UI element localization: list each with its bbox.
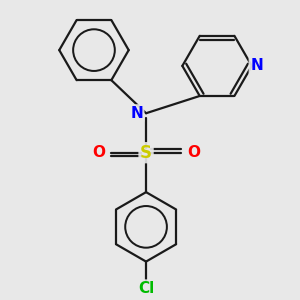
Text: N: N [130,106,143,121]
Text: N: N [250,58,263,74]
Text: O: O [187,145,200,160]
Text: Cl: Cl [138,281,154,296]
Text: O: O [92,145,105,160]
Text: S: S [140,144,152,162]
